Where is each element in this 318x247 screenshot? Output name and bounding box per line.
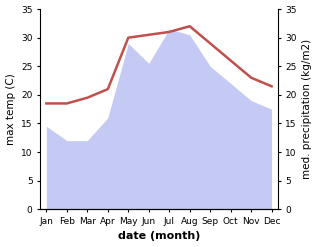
- X-axis label: date (month): date (month): [118, 231, 200, 242]
- Y-axis label: med. precipitation (kg/m2): med. precipitation (kg/m2): [302, 39, 313, 179]
- Y-axis label: max temp (C): max temp (C): [5, 73, 16, 145]
